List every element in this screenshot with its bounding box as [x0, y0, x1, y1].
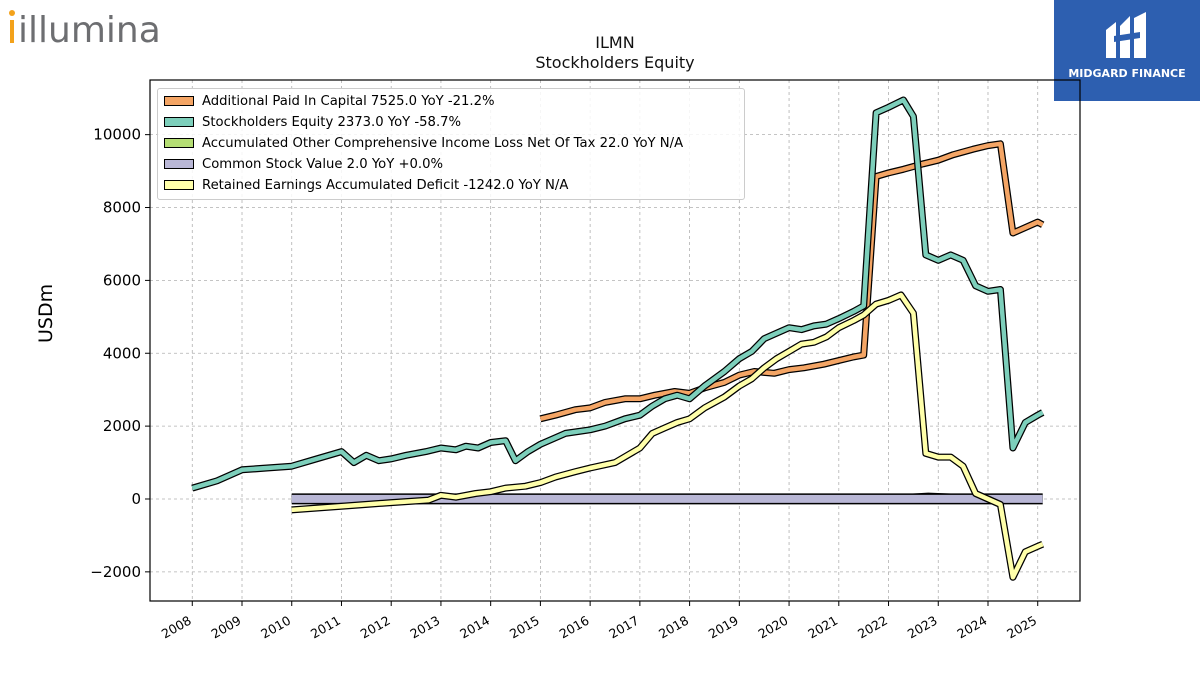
- y-tick-label: 2000: [103, 417, 141, 435]
- legend-label: Accumulated Other Comprehensive Income L…: [202, 135, 684, 151]
- legend-item: Common Stock Value 2.0 YoY +0.0%: [164, 156, 443, 172]
- x-tick-label: 2014: [457, 613, 492, 642]
- series-line-4: [291, 292, 1044, 580]
- x-tick-label: 2015: [507, 613, 542, 642]
- series-lines: [191, 96, 1045, 581]
- x-tick-label: 2016: [557, 613, 592, 642]
- legend: Additional Paid In Capital 7525.0 YoY -2…: [157, 88, 745, 200]
- y-tick-label: 6000: [103, 271, 141, 289]
- legend-label: Retained Earnings Accumulated Deficit -1…: [202, 177, 569, 193]
- y-tick-label: 10000: [93, 126, 141, 144]
- legend-label: Additional Paid In Capital 7525.0 YoY -2…: [202, 93, 495, 109]
- legend-item: Stockholders Equity 2373.0 YoY -58.7%: [164, 114, 461, 130]
- legend-swatch: [164, 159, 194, 169]
- x-tick-label: 2011: [308, 613, 343, 642]
- axes: −2000 0 2000 4000 6000 8000 10000 2008 2009 2010 2…: [90, 126, 1039, 642]
- legend-item: Retained Earnings Accumulated Deficit -1…: [164, 177, 568, 193]
- y-tick-label: 4000: [103, 344, 141, 362]
- series-outline-4: [291, 291, 1045, 581]
- x-tick-label: 2012: [358, 613, 393, 642]
- y-tick-label: −2000: [90, 563, 141, 581]
- legend-label: Common Stock Value 2.0 YoY +0.0%: [202, 156, 444, 172]
- legend-swatch: [164, 180, 194, 190]
- legend-swatch: [164, 117, 194, 127]
- midgard-finance-logo-text: MIDGARD FINANCE: [1068, 67, 1186, 80]
- illumina-logo-text: illumina: [18, 10, 161, 48]
- x-tick-label: 2021: [805, 613, 840, 642]
- x-tick-label: 2008: [159, 613, 194, 642]
- y-tick-label: 0: [131, 490, 141, 508]
- legend-label: Stockholders Equity 2373.0 YoY -58.7%: [202, 114, 462, 130]
- x-tick-label: 2024: [954, 613, 989, 642]
- x-tick-label: 2009: [208, 613, 243, 642]
- legend-item: Accumulated Other Comprehensive Income L…: [164, 135, 683, 151]
- chart-subtitle: Stockholders Equity: [535, 53, 695, 72]
- series-line-1: [191, 97, 1044, 491]
- illumina-logo: illumina: [9, 10, 161, 48]
- x-tick-label: 2010: [258, 613, 293, 642]
- x-tick-label: 2017: [606, 613, 641, 642]
- plot-frame: [149, 79, 1081, 602]
- x-tick-label: 2019: [706, 613, 741, 642]
- chart-title: ILMN: [595, 33, 635, 52]
- y-axis-label: USDm: [35, 283, 57, 343]
- midgard-finance-logo: MIDGARD FINANCE: [1054, 0, 1200, 101]
- x-tick-label: 2020: [756, 613, 791, 642]
- x-tick-label: 2025: [1004, 613, 1039, 642]
- legend-item: Additional Paid In Capital 7525.0 YoY -2…: [164, 93, 495, 109]
- x-tick-label: 2013: [407, 613, 442, 642]
- series-line-0: [539, 141, 1044, 421]
- legend-swatch: [164, 138, 194, 148]
- x-tick-label: 2022: [855, 613, 890, 642]
- x-tick-label: 2018: [656, 613, 691, 642]
- x-tick-label: 2023: [905, 613, 940, 642]
- legend-swatch: [164, 96, 194, 106]
- midgard-emblem-icon: [1106, 12, 1146, 58]
- y-tick-label: 8000: [103, 199, 141, 217]
